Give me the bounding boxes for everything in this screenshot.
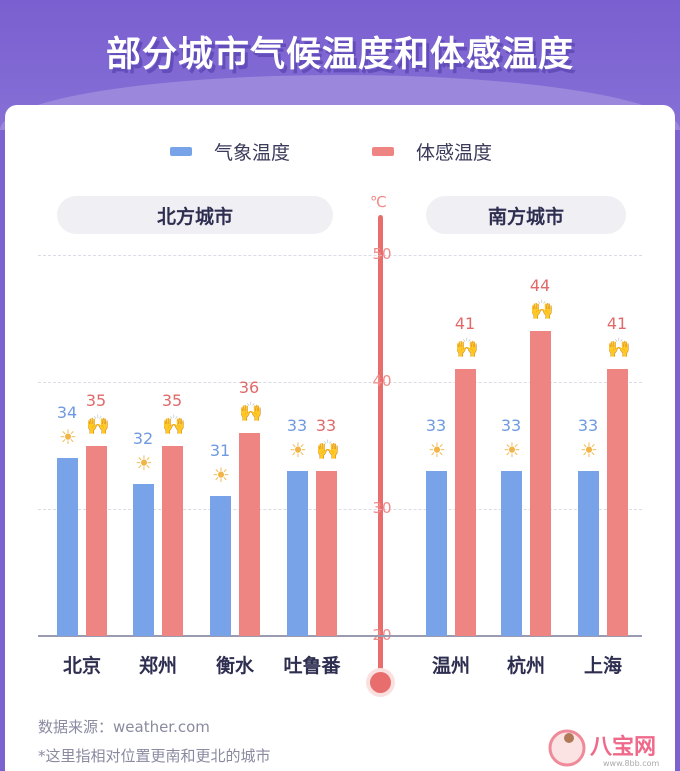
person-hot-icon: 🙌 (162, 413, 186, 436)
gridline (38, 509, 642, 510)
logo-8bb: 八宝网 www.8bb.com (548, 729, 660, 768)
bar-feels (162, 445, 183, 636)
person-hot-icon: 🙌 (530, 299, 554, 322)
bar-weather (426, 470, 447, 636)
legend-label: 气象温度 (214, 142, 291, 164)
source-note: 数据来源：weather.com (38, 718, 210, 736)
bar-feels (316, 470, 337, 636)
data-label: 34 (56, 403, 78, 423)
person-hot-icon: 🙌 (86, 413, 110, 436)
data-label: 33 (500, 415, 522, 435)
bar-weather (133, 483, 154, 636)
data-label: 41 (454, 314, 476, 334)
data-label: 32 (132, 428, 154, 448)
svg-text:www.8bb.com: www.8bb.com (603, 759, 660, 768)
data-label: 44 (529, 276, 551, 296)
gridline (38, 255, 642, 256)
bar-weather (57, 458, 78, 636)
person-hot-icon: 🙌 (239, 400, 263, 423)
y-tick-label: 40 (372, 372, 392, 390)
y-tick-label: 50 (372, 245, 392, 263)
x-tick-label: 温州 (431, 655, 470, 677)
sun-icon: ☀ (580, 437, 598, 462)
legend-label: 体感温度 (416, 142, 493, 164)
legend-swatch-red (372, 147, 394, 156)
svg-text:八宝网: 八宝网 (590, 734, 656, 760)
thermometer-bulb (370, 672, 391, 693)
x-tick-label: 杭州 (506, 655, 545, 677)
x-tick-label: 吐鲁番 (283, 655, 341, 677)
footnote: *这里指相对位置更南和更北的城市 (38, 747, 271, 765)
person-hot-icon: 🙌 (607, 337, 631, 360)
x-tick-label: 衡水 (215, 655, 254, 677)
group-south: 南方城市 (426, 196, 626, 234)
person-hot-icon: 🙌 (455, 337, 479, 360)
y-tick-label: 30 (372, 499, 392, 517)
bar-weather (210, 496, 231, 636)
sun-icon: ☀ (503, 437, 521, 462)
x-tick-label: 郑州 (138, 655, 177, 677)
data-label: 36 (238, 377, 260, 397)
data-label: 33 (577, 415, 599, 435)
bar-weather (578, 470, 599, 636)
x-tick-label: 上海 (583, 655, 622, 677)
y-axis-unit: ℃ (370, 193, 387, 211)
data-label: 31 (209, 441, 231, 461)
group-north: 北方城市 (57, 196, 333, 234)
bar-feels (607, 369, 628, 636)
sun-icon: ☀ (428, 437, 446, 462)
bar-feels (239, 432, 260, 636)
legend-item-weather: 气象温度 (170, 138, 290, 165)
gridline (38, 382, 642, 383)
chart-title: 部分城市气候温度和体感温度 (105, 35, 574, 75)
data-label: 41 (606, 314, 628, 334)
x-tick-label: 北京 (62, 655, 101, 677)
bar-feels (455, 369, 476, 636)
legend-item-feels: 体感温度 (372, 138, 492, 165)
sun-icon: ☀ (212, 463, 230, 488)
bar-weather (287, 470, 308, 636)
bar-feels (86, 445, 107, 636)
data-label: 35 (161, 390, 183, 410)
person-hot-icon: 🙌 (316, 438, 340, 461)
sun-icon: ☀ (59, 425, 77, 450)
data-label: 33 (425, 415, 447, 435)
x-axis-baseline (38, 635, 642, 637)
sun-icon: ☀ (135, 450, 153, 475)
data-label: 33 (286, 415, 308, 435)
sun-icon: ☀ (289, 437, 307, 462)
thermometer-axis (378, 215, 383, 680)
bar-weather (501, 470, 522, 636)
bar-feels (530, 331, 551, 636)
data-label: 33 (315, 415, 337, 435)
data-label: 35 (85, 390, 107, 410)
legend-swatch-blue (170, 147, 192, 156)
